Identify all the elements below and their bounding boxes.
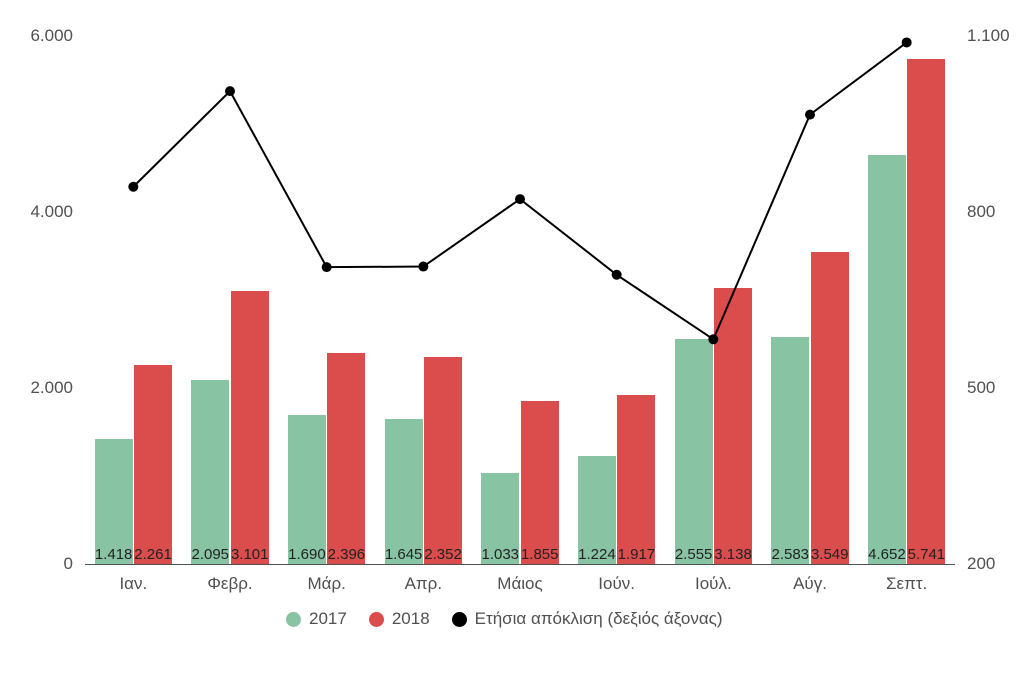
line-chart bbox=[0, 0, 1023, 678]
deviation-marker bbox=[612, 270, 622, 280]
baseline bbox=[85, 564, 955, 565]
legend-swatch bbox=[452, 612, 467, 627]
deviation-marker bbox=[418, 262, 428, 272]
deviation-marker bbox=[322, 262, 332, 272]
deviation-marker bbox=[128, 182, 138, 192]
legend-swatch bbox=[369, 612, 384, 627]
chart-container: 02.0004.0006.000 2005008001.100 Ιαν.Φεβρ… bbox=[0, 0, 1023, 678]
legend-swatch bbox=[286, 612, 301, 627]
deviation-marker bbox=[225, 86, 235, 96]
deviation-marker bbox=[515, 194, 525, 204]
deviation-marker bbox=[805, 110, 815, 120]
deviation-marker bbox=[902, 37, 912, 47]
legend-label: 2017 bbox=[309, 609, 347, 629]
deviation-marker bbox=[708, 334, 718, 344]
legend-label: Ετήσια απόκλιση (δεξιός άξονας) bbox=[475, 609, 723, 629]
legend: 2017 2018 Ετήσια απόκλιση (δεξιός άξονας) bbox=[286, 609, 737, 629]
deviation-line bbox=[133, 42, 906, 339]
legend-label: 2018 bbox=[392, 609, 430, 629]
